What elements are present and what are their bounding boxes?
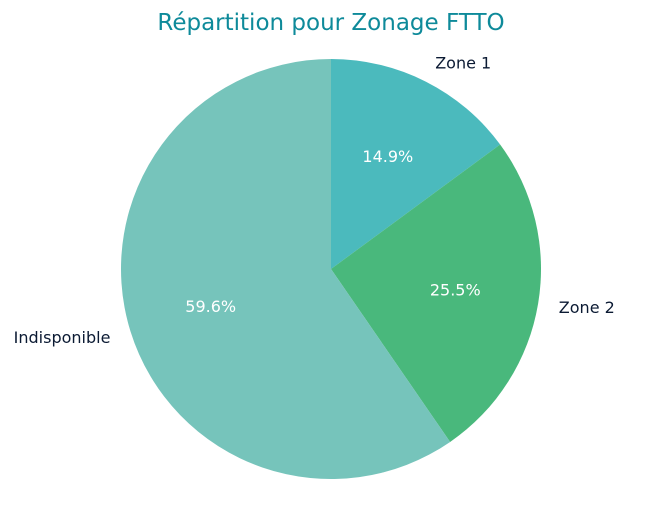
slice-percent-indisponible: 59.6% <box>185 297 236 316</box>
pie-slice-zone-2 <box>331 144 541 442</box>
pie-slices <box>120 59 541 479</box>
slice-percent-zone-2: 25.5% <box>430 280 481 299</box>
slice-label-indisponible: Indisponible <box>14 328 111 347</box>
slice-percent-zone-1: 14.9% <box>362 147 413 166</box>
pie-labels: Zone 1 14.9% Zone 2 25.5% Indisponible 59.6% <box>14 53 615 347</box>
chart-title: Répartition pour Zonage FTTO <box>157 10 504 36</box>
slice-label-zone-2: Zone 2 <box>559 298 615 317</box>
slice-label-zone-1: Zone 1 <box>435 53 491 72</box>
pie-slice-zone-1 <box>331 59 501 269</box>
pie-slice-indisponible <box>120 59 451 479</box>
